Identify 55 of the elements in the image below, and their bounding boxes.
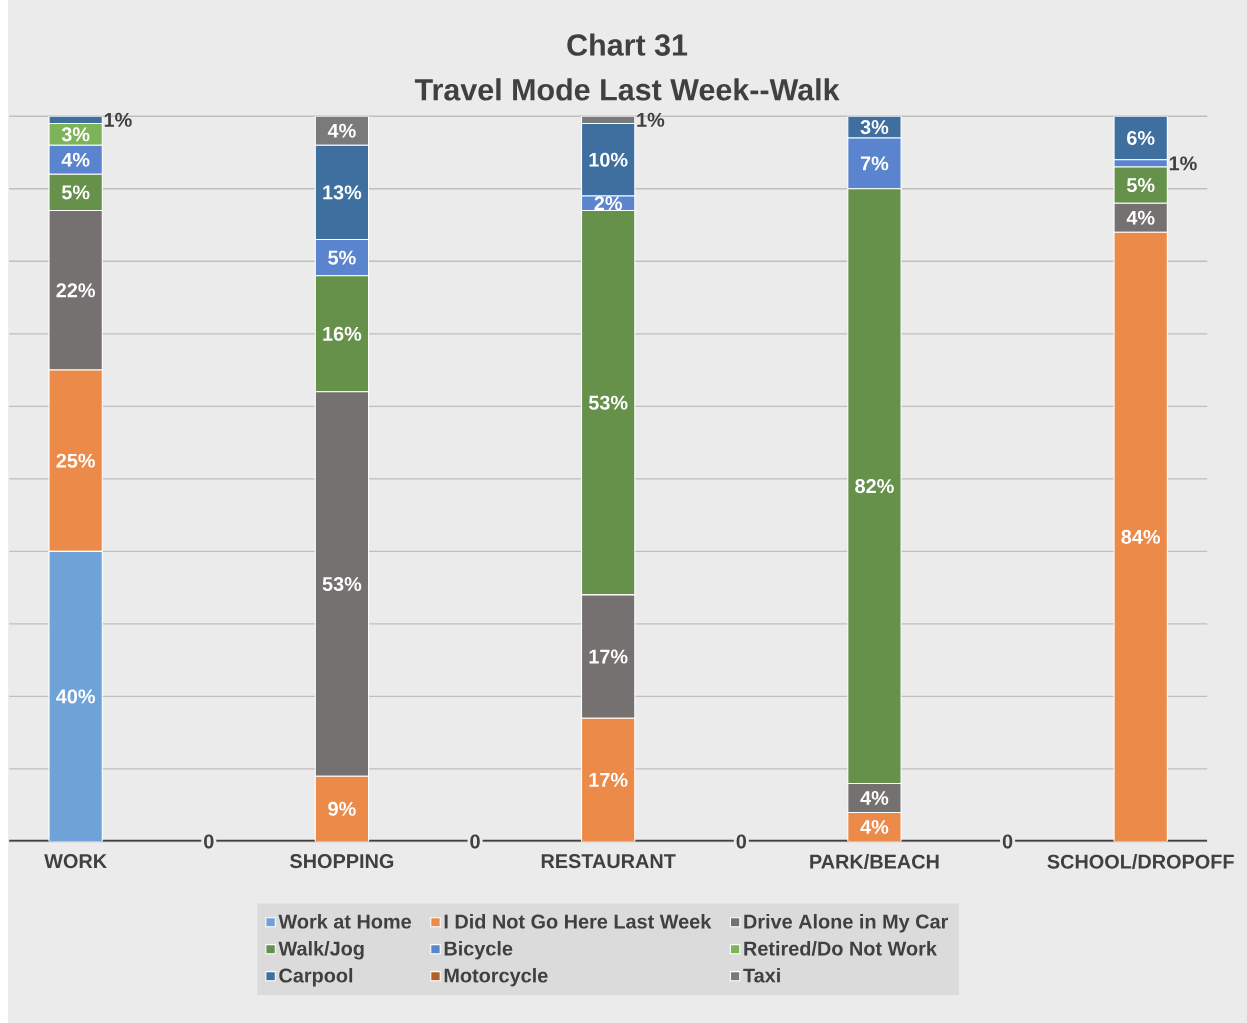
legend-label: Carpool [279,967,353,987]
legend-label: Taxi [743,967,780,983]
x-tick-label: SHOPPING [290,853,394,869]
data-label: 3% [860,119,889,135]
data-label: 4% [860,819,889,834]
legend-label: Drive Alone in My Car [744,913,949,933]
data-label: 53% [588,395,628,410]
data-label: 2% [594,196,623,211]
data-label: 1% [1169,156,1197,171]
x-tick-label: PARK/BEACH [810,853,939,869]
data-label: 4% [860,790,889,805]
chart-title: Chart 31 [567,33,688,56]
data-label: 5% [328,250,356,265]
legend-label: Bicycle [444,940,513,960]
data-label: 9% [328,801,356,816]
data-label: 5% [61,185,90,200]
legend-label: Walk/Jog [278,940,364,960]
data-label: 0 [1002,834,1013,849]
legend-label: I Did Not Go Here Last Week [444,913,712,929]
data-label: 84% [1121,529,1161,544]
chart-subtitle: Travel Mode Last Week--Walk [414,78,840,101]
data-label: 4% [1126,210,1155,225]
bar [48,369,103,552]
x-tick-label: WORK [44,853,107,869]
x-tick-label: RESTAURANT [541,853,676,869]
legend-label: Motorcycle [444,967,548,987]
data-label: 0 [470,834,480,849]
data-label: 53% [322,576,362,591]
data-label: 1% [104,112,132,127]
legend-label: Retired/Do Not Work [744,940,937,956]
data-label: 25% [56,453,96,468]
data-label: 82% [855,478,894,493]
data-label: 1% [637,112,665,127]
data-label: 5% [1126,177,1155,192]
data-label: 13% [323,185,362,200]
data-label: 7% [860,156,889,171]
bar [581,717,636,842]
data-label: 17% [589,772,628,787]
data-label: 3% [61,127,90,142]
bar [1113,231,1168,842]
x-tick-label: SCHOOL/DROPOFF [1047,853,1234,869]
data-label: 40% [56,689,96,704]
data-label: 16% [323,326,362,341]
bar [314,144,370,240]
data-label: 0 [204,834,214,849]
data-label: 6% [1127,130,1155,145]
bar [314,775,370,842]
data-label: 0 [736,834,747,849]
legend-label: Work at Home [278,913,411,929]
data-label: 17% [589,649,628,664]
data-label: 10% [589,152,628,167]
data-label: 22% [56,283,96,298]
data-label: 4% [61,152,90,167]
data-label: 4% [327,123,356,138]
bar [581,122,636,197]
